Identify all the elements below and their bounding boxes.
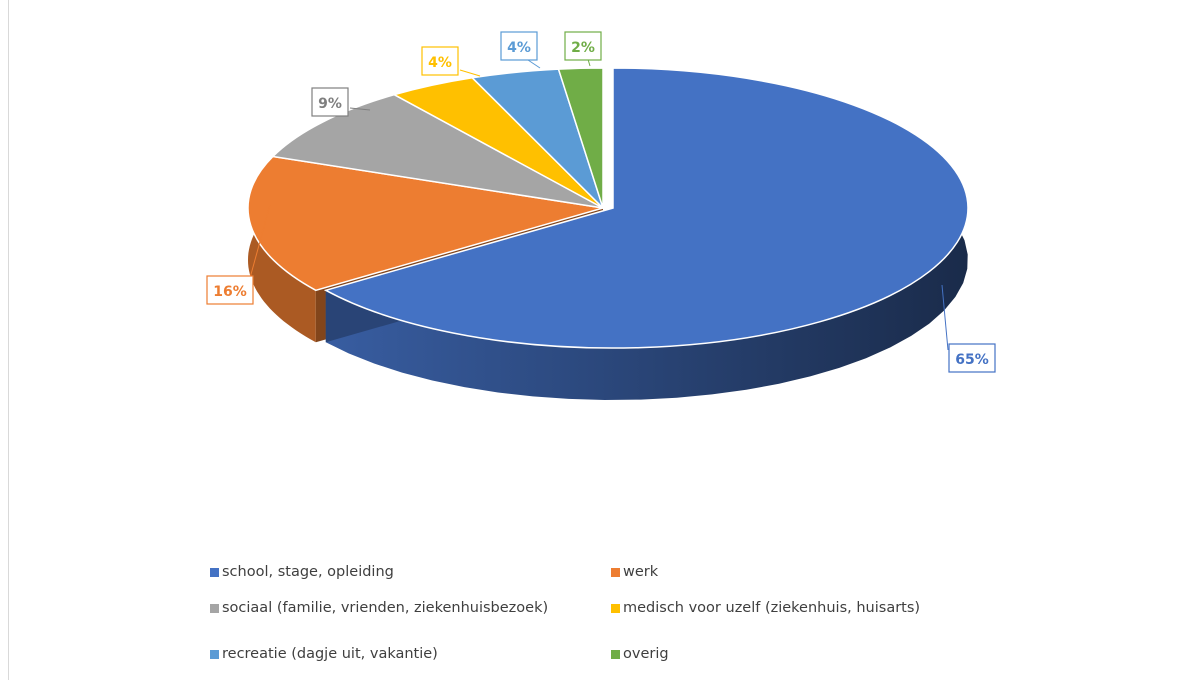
pie-slice-0 <box>323 67 969 349</box>
data-label-box <box>500 31 538 61</box>
legend-label: medisch voor uzelf (ziekenhuis, huisarts… <box>623 600 921 616</box>
data-label: 65% <box>955 352 989 368</box>
legend-item-medisch: medisch voor uzelf (ziekenhuis, huisarts… <box>611 600 920 616</box>
legend-item-sociaal: sociaal (familie, vrienden, ziekenhuisbe… <box>210 600 548 616</box>
legend-label: recreatie (dagje uit, vakantie) <box>222 646 438 662</box>
data-label-box <box>206 275 254 305</box>
pie-slice-2 <box>271 93 604 209</box>
legend-swatch <box>611 567 620 577</box>
data-label-box <box>421 46 459 76</box>
legend-swatch <box>210 567 219 577</box>
pie-slice-1 <box>247 155 604 292</box>
pie-slice-5 <box>557 67 604 209</box>
leader-line <box>459 69 481 77</box>
data-label-box <box>948 343 996 373</box>
legend-item-school: school, stage, opleiding <box>210 564 394 580</box>
legend-label: school, stage, opleiding <box>222 564 394 580</box>
legend-swatch <box>611 649 620 659</box>
legend-item-werk: werk <box>611 564 658 580</box>
data-label: 4% <box>428 55 452 71</box>
chart-border-line <box>8 0 9 680</box>
leader-line <box>941 284 949 351</box>
data-label: 16% <box>213 284 247 300</box>
pie-chart: 65% 16% 9% 4% 4% 2% <box>206 31 996 400</box>
data-label-box <box>311 87 349 117</box>
legend-label: sociaal (familie, vrienden, ziekenhuisbe… <box>222 600 549 616</box>
data-label: 9% <box>318 96 342 112</box>
leader-line <box>349 107 371 111</box>
data-label: 2% <box>571 40 595 56</box>
legend-swatch <box>611 603 620 613</box>
data-label: 4% <box>507 40 531 56</box>
legend-item-recreatie: recreatie (dagje uit, vakantie) <box>210 646 438 662</box>
legend-swatch <box>210 649 219 659</box>
leader-line <box>249 204 271 279</box>
legend-swatch <box>210 603 219 613</box>
legend-label: werk <box>623 564 659 580</box>
data-label-box <box>564 31 602 61</box>
legend-label: overig <box>623 646 669 662</box>
legend-item-overig: overig <box>611 646 669 662</box>
